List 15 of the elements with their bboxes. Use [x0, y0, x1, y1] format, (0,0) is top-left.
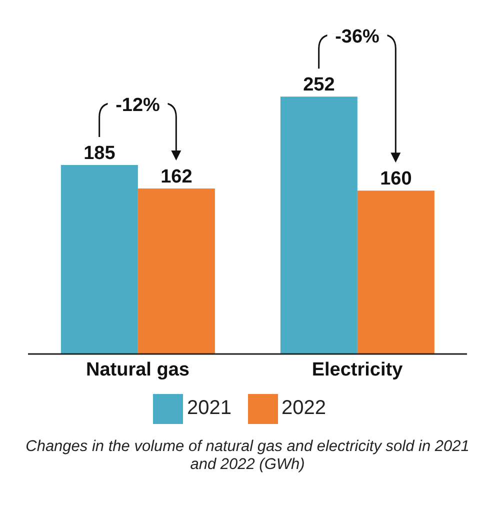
- bar: [280, 96, 358, 354]
- legend-label: 2021: [187, 397, 232, 420]
- data-label: 160: [380, 168, 412, 190]
- annotation: -12%: [116, 95, 160, 116]
- text: Changes in the volume of natural gas and electricity sold in 2021 and 2022 (GWh): [24, 438, 470, 474]
- bar: [60, 165, 138, 354]
- x-tick-label: Natural gas: [86, 359, 190, 380]
- data-label: 185: [84, 143, 116, 164]
- legend-label: 2022: [282, 397, 326, 420]
- text: -36%: [335, 26, 380, 48]
- bar: [138, 188, 215, 354]
- data-label: 162: [160, 166, 192, 188]
- x-tick-label: Electricity: [312, 359, 404, 380]
- bar: [357, 190, 434, 354]
- data-label: 252: [303, 74, 335, 96]
